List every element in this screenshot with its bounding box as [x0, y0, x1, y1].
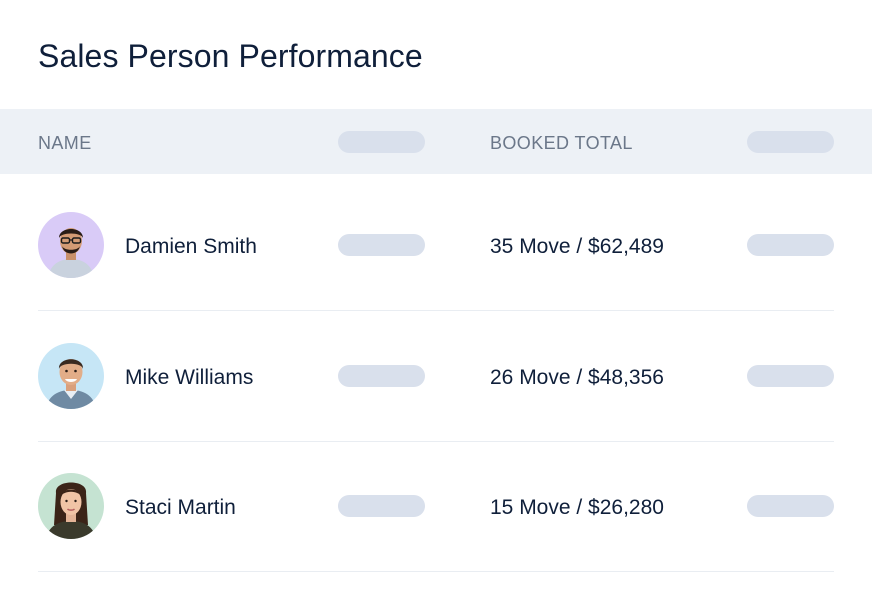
booked-total-value: 35 Move / $62,489	[490, 235, 664, 258]
row-placeholder-1	[338, 495, 425, 517]
table-row[interactable]: Mike Williams 26 Move / $48,356	[0, 311, 872, 442]
booked-total-value: 26 Move / $48,356	[490, 366, 664, 389]
sales-person-name: Damien Smith	[125, 235, 257, 258]
avatar	[38, 473, 104, 539]
row-placeholder-2	[747, 495, 834, 517]
avatar	[38, 343, 104, 409]
row-placeholder-1	[338, 234, 425, 256]
row-placeholder-1	[338, 365, 425, 387]
table-row[interactable]: Damien Smith 35 Move / $62,489	[0, 180, 872, 311]
row-placeholder-2	[747, 365, 834, 387]
sales-person-name: Mike Williams	[125, 366, 254, 389]
avatar-person-icon	[38, 343, 104, 409]
sales-person-name: Staci Martin	[125, 496, 236, 519]
row-placeholder-2	[747, 234, 834, 256]
avatar-person-icon	[38, 212, 104, 278]
column-header-placeholder-1	[338, 131, 425, 153]
page-title: Sales Person Performance	[38, 38, 423, 74]
avatar-person-icon	[38, 473, 104, 539]
column-header-name[interactable]: NAME	[38, 133, 92, 153]
row-divider	[38, 571, 834, 572]
row-divider	[38, 441, 834, 442]
avatar	[38, 212, 104, 278]
table-row[interactable]: Staci Martin 15 Move / $26,280	[0, 441, 872, 572]
row-divider	[38, 310, 834, 311]
booked-total-value: 15 Move / $26,280	[490, 496, 664, 519]
column-header-placeholder-2	[747, 131, 834, 153]
table-header: NAME BOOKED TOTAL	[0, 109, 872, 174]
column-header-booked-total[interactable]: BOOKED TOTAL	[490, 133, 633, 153]
